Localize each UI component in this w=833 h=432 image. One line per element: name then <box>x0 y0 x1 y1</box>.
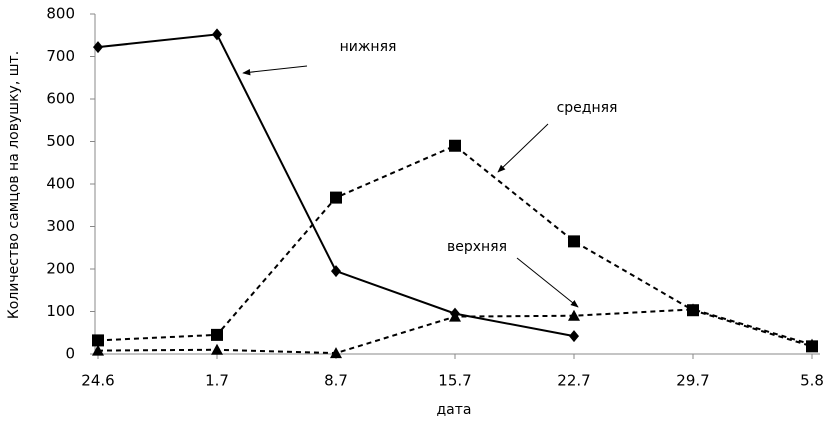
x-tick-label: 15.7 <box>438 372 471 390</box>
point <box>330 347 342 359</box>
point <box>331 265 341 278</box>
callout-arrow <box>242 65 308 76</box>
series-label: нижняя <box>340 39 397 55</box>
point <box>211 328 223 341</box>
series-line <box>97 33 575 338</box>
point <box>92 334 104 347</box>
point <box>449 310 461 322</box>
x-axis-label: дата <box>437 402 472 418</box>
y-tick-label: 300 <box>46 217 75 235</box>
y-tick-label: 200 <box>46 260 75 278</box>
y-axis-label: Количество самцов на ловушку, шт. <box>6 51 22 319</box>
point <box>806 338 818 350</box>
callout-arrow <box>516 257 579 308</box>
y-tick-label: 0 <box>65 345 75 363</box>
x-tick-label: 29.7 <box>676 372 709 390</box>
point <box>568 235 580 248</box>
x-tick-label: 22.7 <box>557 372 590 390</box>
point <box>93 41 103 54</box>
series-label: средняя <box>557 100 618 116</box>
x-tick-label: 1.7 <box>205 372 229 390</box>
point <box>568 309 580 321</box>
point <box>212 28 222 41</box>
x-tick-label: 24.6 <box>81 372 114 390</box>
y-tick-label: 100 <box>46 302 75 320</box>
point <box>449 139 461 152</box>
series-label: верхняя <box>447 239 507 255</box>
callout-arrow <box>497 123 549 173</box>
y-tick-label: 700 <box>46 47 75 65</box>
y-tick-label: 600 <box>46 90 75 108</box>
y-tick-label: 800 <box>46 5 75 23</box>
point <box>92 344 104 356</box>
point <box>569 330 579 343</box>
point <box>330 191 342 204</box>
y-tick-label: 400 <box>46 175 75 193</box>
point <box>211 343 223 355</box>
x-tick-label: 5.8 <box>800 372 824 390</box>
y-tick-label: 500 <box>46 132 75 150</box>
x-tick-label: 8.7 <box>324 372 348 390</box>
point <box>687 303 699 315</box>
